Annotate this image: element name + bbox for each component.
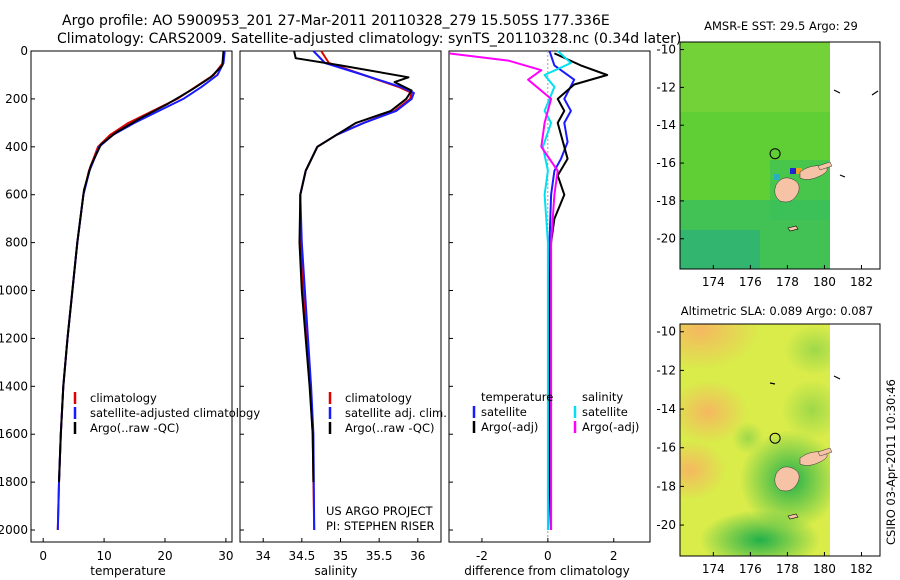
map-y-tick-label: -18 [656, 479, 676, 493]
x-tick-label: 36 [410, 549, 425, 563]
y-tick-label: 1800 [0, 475, 28, 489]
y-tick-label: 600 [5, 188, 28, 202]
map-x-tick-label: 180 [813, 562, 836, 576]
map-x-tick-label: 176 [739, 275, 762, 289]
csiro-stamp: CSIRO 03-Apr-2011 10:30:46 [884, 379, 898, 545]
y-tick-label: 1400 [0, 379, 28, 393]
x-tick-label: 10 [96, 549, 111, 563]
y-tick-label: 2000 [0, 523, 28, 537]
temperature-legend: climatology satellite-adjusted climatolo… [73, 391, 260, 435]
land-fiji-sst [774, 89, 879, 232]
x-tick-label: 30 [218, 549, 233, 563]
credit-line2: PI: STEPHEN RISER [326, 519, 435, 533]
map-y-tick-label: -14 [656, 402, 676, 416]
salinity-legend: climatology satellite adj. clim. Argo(..… [328, 391, 447, 435]
x-tick-label: 0 [39, 549, 47, 563]
temperature-panel: 0 10 20 30 0 200 400 600 800 1000 1200 1400 1600 1800… [0, 44, 260, 578]
map-x-tick-label: 180 [813, 275, 836, 289]
sst-map-title: AMSR-E SST: 29.5 Argo: 29 [704, 19, 858, 33]
series-line-4 [448, 52, 559, 530]
title-line1: Argo profile: AO 5900953_201 27-Mar-2011… [62, 13, 610, 29]
land-fiji-sla [769, 375, 841, 520]
salinity-panel: 34 34.5 35 35.5 36 salinity climatology sate… [239, 50, 447, 578]
map-y-tick-label: -16 [656, 156, 676, 170]
sla-map-title: Altimetric SLA: 0.089 Argo: 0.087 [681, 304, 873, 318]
sst-map-frame [679, 41, 881, 270]
x-tick-label: 0 [544, 549, 552, 563]
x-tick-label: 34.5 [288, 549, 315, 563]
map-y-tick-label: -12 [656, 80, 676, 94]
legend-argo: Argo(..raw -QC) [345, 421, 435, 435]
legend-satellite: satellite adj. clim. [345, 406, 447, 420]
y-tick-label: 200 [5, 92, 28, 106]
sst-map-panel: AMSR-E SST: 29.5 Argo: 29 174 176 178 180 18… [656, 19, 881, 289]
sla-map-frame [679, 323, 881, 557]
y-tick-label: 1000 [0, 284, 28, 298]
legend-temperature-header: temperature [481, 390, 553, 404]
legend-temp-argo: Argo(-adj) [481, 420, 538, 434]
difference-panel: -2 0 2 difference from climatology tempera… [448, 50, 651, 578]
series-line-3 [58, 50, 225, 483]
difference-xlabel: difference from climatology [464, 564, 630, 578]
legend-satellite-adjusted: satellite-adjusted climatology [90, 406, 260, 420]
y-tick-label: 800 [5, 236, 28, 250]
float-marker [769, 148, 781, 160]
legend-sal-argo: Argo(-adj) [582, 420, 639, 434]
map-y-tick-label: -12 [656, 363, 676, 377]
map-y-tick-label: -20 [656, 518, 676, 532]
map-x-tick-label: 174 [702, 275, 725, 289]
legend-salinity-header: salinity [582, 390, 623, 404]
x-tick-label: 2 [610, 549, 618, 563]
salinity-frame [239, 50, 442, 543]
temperature-frame [30, 50, 233, 543]
sla-map-panel: Altimetric SLA: 0.089 Argo: 0.087 174 176… [656, 304, 881, 576]
x-tick-label: 35.5 [366, 549, 393, 563]
salinity-xlabel: salinity [314, 564, 357, 578]
map-y-tick-label: -20 [656, 232, 676, 246]
series-line-1 [547, 50, 576, 530]
title-line2: Climatology: CARS2009. Satellite-adjuste… [57, 31, 681, 47]
map-y-tick-label: -18 [656, 194, 676, 208]
map-x-tick-label: 178 [776, 562, 799, 576]
series-line-3 [541, 50, 572, 530]
series-line-3 [293, 50, 413, 483]
map-x-tick-label: 182 [850, 562, 873, 576]
float-marker [769, 432, 781, 444]
map-x-tick-label: 174 [702, 562, 725, 576]
y-tick-label: 1200 [0, 331, 28, 345]
legend-argo: Argo(..raw -QC) [90, 421, 180, 435]
y-tick-label: 0 [20, 44, 28, 58]
difference-legend: temperature salinity satellite Argo(-adj… [472, 390, 639, 434]
map-y-tick-label: -10 [656, 325, 676, 339]
map-y-tick-label: -16 [656, 441, 676, 455]
map-x-tick-label: 178 [776, 275, 799, 289]
temperature-xlabel: temperature [90, 564, 165, 578]
x-tick-label: 20 [157, 549, 172, 563]
x-tick-label: 35 [333, 549, 348, 563]
y-tick-label: 400 [5, 140, 28, 154]
x-tick-label: -2 [476, 549, 488, 563]
series-line-2 [56, 50, 226, 531]
map-y-tick-label: -10 [656, 43, 676, 57]
legend-climatology: climatology [345, 391, 412, 405]
legend-sal-satellite: satellite [582, 405, 628, 419]
legend-climatology: climatology [90, 391, 157, 405]
x-tick-label: 34 [256, 549, 271, 563]
legend-temp-satellite: satellite [481, 405, 527, 419]
series-line-2 [548, 52, 609, 531]
y-tick-label: 1600 [0, 427, 28, 441]
map-y-tick-label: -14 [656, 118, 676, 132]
map-x-tick-label: 182 [850, 275, 873, 289]
series-line-1 [56, 50, 226, 531]
map-x-tick-label: 176 [739, 562, 762, 576]
credit-line1: US ARGO PROJECT [326, 504, 434, 518]
